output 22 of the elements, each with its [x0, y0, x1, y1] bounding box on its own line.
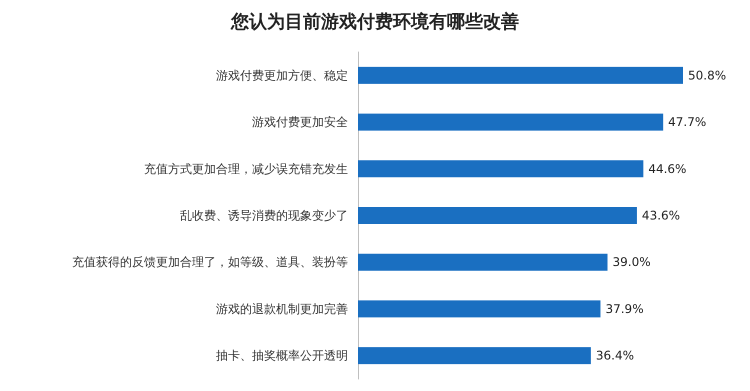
data-label: 44.6% — [648, 162, 686, 176]
y-tick-label: 抽卡、抽奖概率公开透明 — [216, 348, 348, 363]
bar — [358, 114, 664, 131]
data-label: 47.7% — [668, 115, 706, 130]
bar — [358, 254, 608, 271]
data-label: 37.9% — [605, 302, 644, 316]
data-label: 43.6% — [642, 208, 680, 222]
y-tick-label: 游戏付费更加安全 — [252, 115, 348, 130]
y-tick-label: 游戏的退款机制更加完善 — [216, 302, 348, 316]
y-tick-label: 充值方式更加合理，减少误充错充发生 — [144, 162, 348, 176]
bar — [358, 160, 644, 178]
bar — [358, 300, 600, 318]
chart-title: 您认为目前游戏付费环境有哪些改善 — [230, 12, 519, 32]
y-tick-label: 游戏付费更加方便、稳定 — [216, 68, 348, 82]
data-label: 36.4% — [596, 348, 634, 363]
y-tick-label: 乱收费、诱导消费的现象变少了 — [180, 208, 348, 222]
y-tick-label: 充值获得的反馈更加合理了，如等级、道具、装扮等 — [72, 255, 348, 270]
data-label: 50.8% — [688, 68, 726, 82]
data-label: 39.0% — [612, 255, 651, 270]
bar — [358, 207, 637, 224]
bar — [358, 66, 683, 84]
bar — [358, 347, 591, 364]
